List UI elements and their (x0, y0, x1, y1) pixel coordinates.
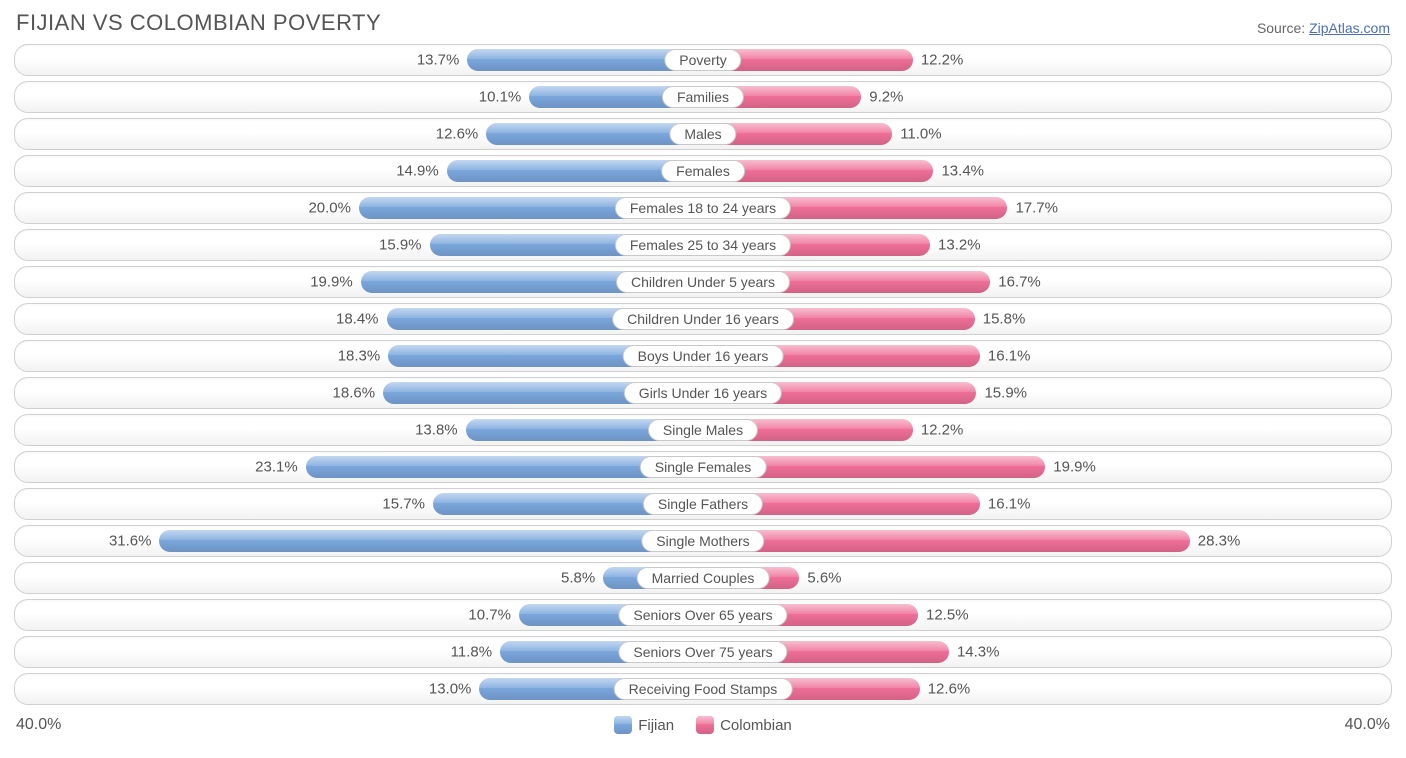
value-label-right: 16.1% (988, 496, 1031, 513)
bar-row: 18.3% 16.1% Boys Under 16 years (14, 340, 1392, 372)
value-label-left: 23.1% (255, 459, 298, 476)
value-label-left: 11.8% (451, 644, 492, 661)
value-label-right: 16.1% (988, 348, 1031, 365)
value-label-left: 18.3% (338, 348, 381, 365)
category-pill: Receiving Food Stamps (614, 678, 793, 700)
source-link[interactable]: ZipAtlas.com (1309, 20, 1390, 36)
value-label-right: 16.7% (998, 274, 1041, 291)
category-pill: Single Females (640, 456, 767, 478)
category-pill: Married Couples (637, 567, 770, 589)
category-pill: Children Under 16 years (612, 308, 794, 330)
bar-row: 23.1% 19.9% Single Females (14, 451, 1392, 483)
category-pill: Females 18 to 24 years (615, 197, 791, 219)
bar-row: 5.8% 5.6% Married Couples (14, 562, 1392, 594)
category-pill: Single Fathers (643, 493, 763, 515)
value-label-right: 28.3% (1198, 533, 1241, 550)
value-label-right: 12.6% (928, 681, 971, 698)
legend-swatch-left (614, 716, 632, 734)
legend-swatch-right (696, 716, 714, 734)
category-pill: Single Mothers (641, 530, 764, 552)
category-pill: Females (661, 160, 745, 182)
value-label-left: 10.1% (479, 89, 522, 106)
value-label-right: 11.0% (900, 126, 941, 143)
bar-right (703, 530, 1190, 552)
value-label-right: 15.8% (983, 311, 1026, 328)
value-label-right: 12.5% (926, 607, 969, 624)
value-label-right: 17.7% (1015, 200, 1058, 217)
value-label-left: 5.8% (561, 570, 595, 587)
value-label-left: 15.7% (382, 496, 425, 513)
value-label-left: 20.0% (308, 200, 351, 217)
value-label-right: 9.2% (869, 89, 903, 106)
legend-label-right: Colombian (720, 717, 792, 734)
bar-row: 12.6% 11.0% Males (14, 118, 1392, 150)
category-pill: Boys Under 16 years (623, 345, 784, 367)
bar-row: 10.1% 9.2% Families (14, 81, 1392, 113)
value-label-left: 13.8% (415, 422, 458, 439)
category-pill: Poverty (664, 49, 741, 71)
bar-row: 11.8% 14.3% Seniors Over 75 years (14, 636, 1392, 668)
bar-row: 15.9% 13.2% Females 25 to 34 years (14, 229, 1392, 261)
bar-left (159, 530, 703, 552)
legend-item-left: Fijian (614, 716, 674, 734)
bar-row: 10.7% 12.5% Seniors Over 65 years (14, 599, 1392, 631)
value-label-right: 15.9% (984, 385, 1027, 402)
bar-row: 31.6% 28.3% Single Mothers (14, 525, 1392, 557)
chart-title: FIJIAN VS COLOMBIAN POVERTY (16, 10, 381, 36)
value-label-left: 14.9% (396, 163, 439, 180)
legend-label-left: Fijian (638, 717, 674, 734)
value-label-right: 12.2% (921, 422, 964, 439)
value-label-right: 5.6% (807, 570, 841, 587)
bar-row: 13.8% 12.2% Single Males (14, 414, 1392, 446)
chart-footer: 40.0% Fijian Colombian 40.0% (0, 710, 1406, 734)
value-label-left: 13.7% (417, 52, 460, 69)
bar-row: 14.9% 13.4% Females (14, 155, 1392, 187)
axis-max-right: 40.0% (1345, 716, 1390, 734)
bar-row: 18.4% 15.8% Children Under 16 years (14, 303, 1392, 335)
value-label-left: 15.9% (379, 237, 422, 254)
value-label-right: 13.2% (938, 237, 981, 254)
bar-row: 13.0% 12.6% Receiving Food Stamps (14, 673, 1392, 705)
bar-row: 13.7% 12.2% Poverty (14, 44, 1392, 76)
value-label-right: 12.2% (921, 52, 964, 69)
source-attribution: Source: ZipAtlas.com (1257, 20, 1390, 36)
chart-header: FIJIAN VS COLOMBIAN POVERTY Source: ZipA… (0, 0, 1406, 44)
value-label-left: 18.4% (336, 311, 379, 328)
category-pill: Single Males (648, 419, 758, 441)
legend: Fijian Colombian (614, 716, 792, 734)
value-label-left: 19.9% (310, 274, 353, 291)
category-pill: Seniors Over 65 years (618, 604, 787, 626)
chart-area: 13.7%12.2%Poverty10.1%9.2%Families12.6%1… (0, 44, 1406, 705)
category-pill: Children Under 5 years (616, 271, 790, 293)
value-label-left: 31.6% (109, 533, 152, 550)
legend-item-right: Colombian (696, 716, 792, 734)
source-prefix: Source: (1257, 20, 1309, 36)
bar-row: 20.0% 17.7% Females 18 to 24 years (14, 192, 1392, 224)
axis-max-left: 40.0% (16, 716, 61, 734)
category-pill: Families (662, 86, 744, 108)
value-label-left: 10.7% (468, 607, 511, 624)
bar-row: 18.6% 15.9% Girls Under 16 years (14, 377, 1392, 409)
bar-row: 15.7% 16.1% Single Fathers (14, 488, 1392, 520)
value-label-right: 19.9% (1053, 459, 1096, 476)
value-label-right: 14.3% (957, 644, 1000, 661)
value-label-left: 12.6% (436, 126, 479, 143)
category-pill: Females 25 to 34 years (615, 234, 791, 256)
category-pill: Girls Under 16 years (624, 382, 782, 404)
value-label-left: 18.6% (333, 385, 376, 402)
value-label-left: 13.0% (429, 681, 472, 698)
bar-row: 19.9% 16.7% Children Under 5 years (14, 266, 1392, 298)
category-pill: Seniors Over 75 years (618, 641, 787, 663)
category-pill: Males (669, 123, 736, 145)
value-label-right: 13.4% (941, 163, 984, 180)
